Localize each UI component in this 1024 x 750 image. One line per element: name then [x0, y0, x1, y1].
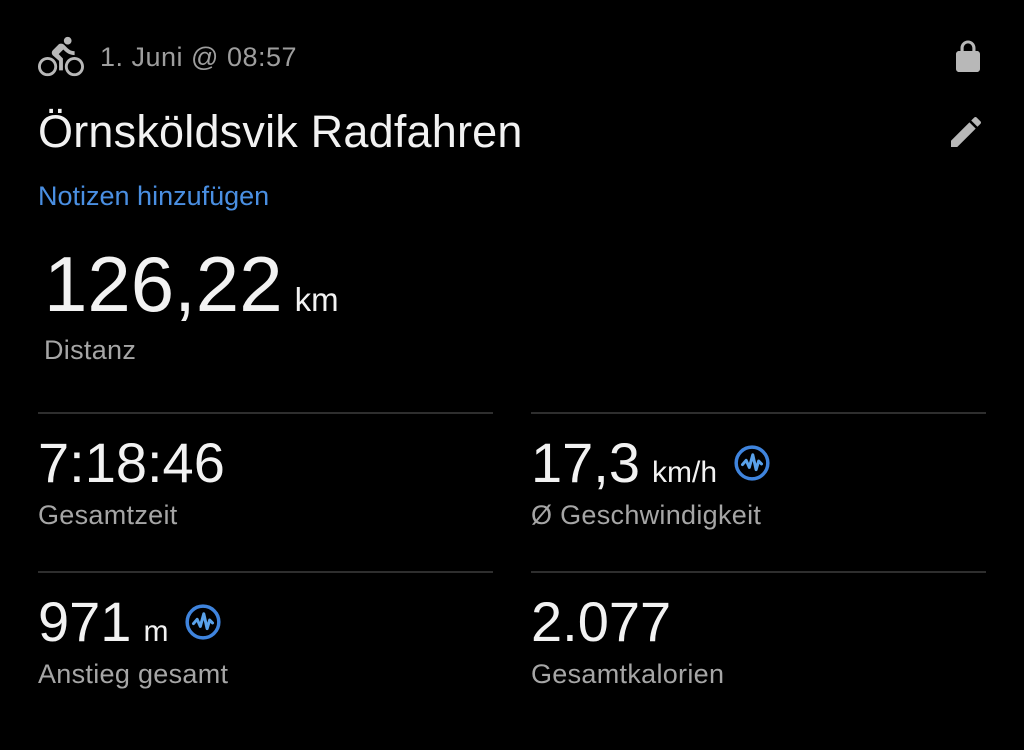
- edit-pencil-icon[interactable]: [946, 112, 986, 152]
- stat-label: Gesamtkalorien: [531, 658, 725, 689]
- stat-value: 7:18:46: [38, 431, 225, 495]
- lock-icon[interactable]: [950, 36, 986, 78]
- distance-value: 126,22: [44, 239, 283, 328]
- stats-grid: 7:18:46 Gesamtzeit 17,3 km/h Ø Geschwind…: [38, 412, 986, 729]
- stat-unit: m: [143, 614, 169, 648]
- stat-value: 971: [38, 589, 132, 653]
- activity-title: Örnsköldsvik Radfahren: [38, 106, 523, 157]
- stat-unit: km/h: [652, 456, 718, 490]
- title-row: Örnsköldsvik Radfahren: [38, 107, 986, 157]
- primary-stat-distance: 126,22 km Distanz: [44, 239, 986, 367]
- stat-cell-total-ascent: 971 m Anstieg gesamt: [38, 570, 493, 730]
- stat-cell-avg-speed: 17,3 km/h Ø Geschwindigkeit: [531, 412, 986, 571]
- bike-icon: [38, 34, 84, 80]
- pulse-icon[interactable]: [733, 444, 771, 482]
- distance-label: Distanz: [44, 335, 137, 366]
- stat-cell-total-time: 7:18:46 Gesamtzeit: [38, 412, 493, 571]
- stat-cell-total-calories: 2.077 Gesamtkalorien: [531, 570, 986, 730]
- pulse-icon[interactable]: [184, 603, 222, 641]
- stat-label: Gesamtzeit: [38, 499, 178, 530]
- top-bar: 1. Juni @ 08:57: [38, 33, 986, 81]
- distance-unit: km: [294, 280, 339, 318]
- stat-value: 17,3: [531, 431, 640, 495]
- activity-datetime: 1. Juni @ 08:57: [100, 41, 298, 72]
- stat-label: Anstieg gesamt: [38, 658, 229, 689]
- stat-label: Ø Geschwindigkeit: [531, 499, 762, 530]
- add-notes-link[interactable]: Notizen hinzufügen: [38, 180, 270, 211]
- stat-value: 2.077: [531, 589, 672, 653]
